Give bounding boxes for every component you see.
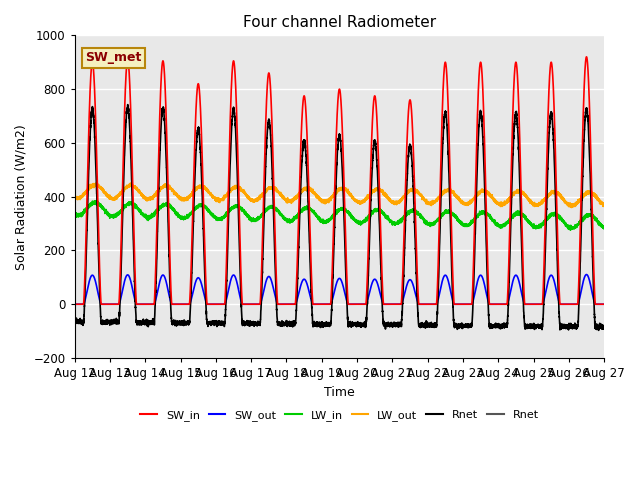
LW_in bbox=[71, 212, 79, 217]
SW_in bbox=[473, 144, 481, 149]
Line: LW_out: LW_out bbox=[75, 183, 604, 207]
SW_out bbox=[251, 301, 259, 307]
Rnet bbox=[572, 324, 579, 330]
SW_out bbox=[582, 272, 590, 277]
SW_out bbox=[473, 282, 481, 288]
Rnet bbox=[578, 201, 586, 206]
SW_out bbox=[572, 301, 579, 307]
SW_out bbox=[71, 301, 79, 307]
LW_in bbox=[572, 222, 579, 228]
LW_out bbox=[92, 180, 99, 186]
Rnet bbox=[595, 327, 602, 333]
LW_in bbox=[600, 225, 608, 231]
Y-axis label: Solar Radiation (W/m2): Solar Radiation (W/m2) bbox=[15, 124, 28, 270]
Rnet bbox=[71, 319, 79, 325]
SW_out bbox=[578, 285, 586, 291]
SW_in bbox=[458, 301, 465, 307]
SW_in bbox=[251, 301, 259, 307]
LW_out bbox=[600, 204, 608, 209]
Legend: SW_in, SW_out, LW_in, LW_out, Rnet, Rnet: SW_in, SW_out, LW_in, LW_out, Rnet, Rnet bbox=[136, 406, 543, 425]
LW_in bbox=[251, 217, 259, 223]
LW_out bbox=[251, 198, 259, 204]
LW_in bbox=[566, 228, 574, 233]
SW_in bbox=[321, 301, 329, 307]
Line: SW_out: SW_out bbox=[75, 275, 604, 304]
SW_out bbox=[458, 301, 465, 307]
LW_out bbox=[578, 194, 586, 200]
LW_in bbox=[578, 217, 586, 223]
Rnet bbox=[600, 323, 608, 329]
Line: LW_in: LW_in bbox=[75, 201, 604, 230]
LW_in bbox=[458, 221, 465, 227]
Rnet bbox=[458, 323, 465, 329]
SW_in bbox=[600, 301, 608, 307]
SW_in bbox=[578, 166, 586, 172]
LW_out bbox=[568, 204, 575, 210]
Line: Rnet: Rnet bbox=[75, 105, 604, 330]
Title: Four channel Radiometer: Four channel Radiometer bbox=[243, 15, 436, 30]
LW_out bbox=[458, 199, 465, 204]
SW_in bbox=[582, 54, 590, 60]
LW_in bbox=[321, 218, 329, 224]
X-axis label: Time: Time bbox=[324, 385, 355, 398]
LW_out bbox=[321, 199, 329, 205]
SW_in bbox=[572, 301, 579, 307]
SW_out bbox=[321, 301, 329, 307]
Text: SW_met: SW_met bbox=[85, 51, 141, 64]
Rnet bbox=[473, 182, 481, 188]
Rnet bbox=[251, 321, 259, 326]
LW_out bbox=[71, 194, 79, 200]
SW_out bbox=[600, 301, 608, 307]
Line: SW_in: SW_in bbox=[75, 57, 604, 304]
LW_out bbox=[473, 192, 481, 198]
SW_in bbox=[71, 301, 79, 307]
LW_out bbox=[572, 203, 579, 208]
Rnet bbox=[321, 320, 329, 326]
LW_in bbox=[473, 214, 481, 219]
Rnet bbox=[124, 102, 132, 108]
LW_in bbox=[90, 198, 98, 204]
